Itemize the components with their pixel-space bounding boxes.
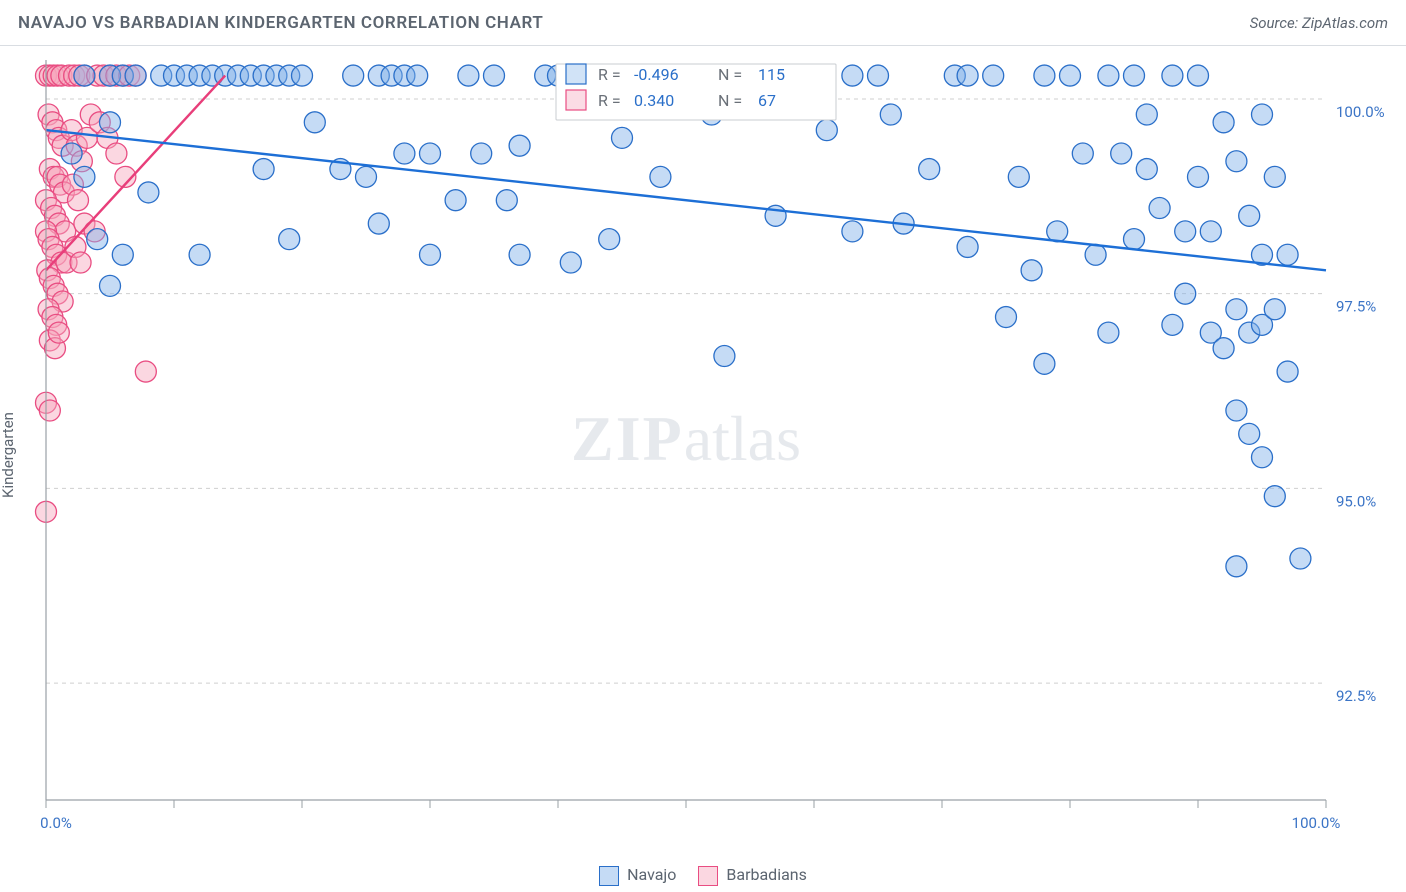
gridlines xyxy=(46,99,1326,683)
svg-text:R =: R = xyxy=(598,91,621,110)
legend-item-navajo: Navajo xyxy=(599,865,676,886)
legend-swatch-pink xyxy=(698,866,718,886)
watermark: ZIPatlas xyxy=(571,403,801,474)
source-label: Source: ZipAtlas.com xyxy=(1250,14,1388,32)
svg-text:92.5%: 92.5% xyxy=(1336,687,1376,705)
legend-label-barbadians: Barbadians xyxy=(726,865,807,884)
chart-title: NAVAJO VS BARBADIAN KINDERGARTEN CORRELA… xyxy=(18,13,543,33)
navajo-trendline xyxy=(46,130,1326,270)
svg-text:N =: N = xyxy=(718,65,742,84)
chart-area: ZIPatlas 100.0%97.5%95.0%92.5% 0.0% 100.… xyxy=(46,60,1326,830)
svg-text:0.340: 0.340 xyxy=(634,91,674,110)
svg-text:67: 67 xyxy=(758,91,776,110)
x-ticks xyxy=(46,800,1326,808)
svg-text:-0.496: -0.496 xyxy=(634,65,679,84)
y-axis-label: Kindergarten xyxy=(0,412,17,498)
scatter-plot: ZIPatlas 100.0%97.5%95.0%92.5% 0.0% 100.… xyxy=(46,60,1326,830)
legend-label-navajo: Navajo xyxy=(627,865,676,884)
legend-item-barbadians: Barbadians xyxy=(698,865,807,886)
chart-header: NAVAJO VS BARBADIAN KINDERGARTEN CORRELA… xyxy=(0,0,1406,46)
stats-panel: R = -0.496 N = 115 R = 0.340 N = 67 xyxy=(556,64,836,120)
navajo-points xyxy=(61,65,1311,577)
y-tick-labels: 100.0% 97.5% 95.0% 92.5% xyxy=(1336,103,1385,705)
watermark-bold: ZIP xyxy=(571,403,684,474)
svg-text:100.0%: 100.0% xyxy=(1336,103,1385,121)
svg-text:115: 115 xyxy=(758,65,785,84)
bottom-legend: Navajo Barbadians xyxy=(0,865,1406,886)
svg-text:95.0%: 95.0% xyxy=(1336,492,1376,510)
svg-text:N =: N = xyxy=(718,91,742,110)
x-tick-label-right: 100.0% xyxy=(1292,814,1341,832)
barbadians-trendline xyxy=(46,76,225,271)
watermark-rest: atlas xyxy=(684,403,801,474)
svg-text:R =: R = xyxy=(598,65,621,84)
svg-text:97.5%: 97.5% xyxy=(1336,298,1376,316)
legend-swatch-blue xyxy=(599,866,619,886)
x-tick-label-left: 0.0% xyxy=(40,814,72,832)
